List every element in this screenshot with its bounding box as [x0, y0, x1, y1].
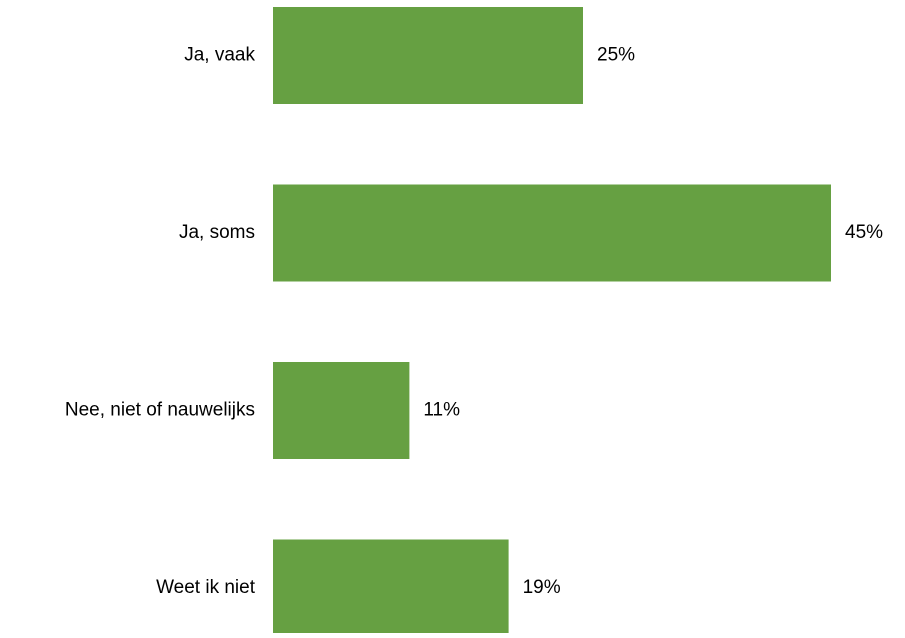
value-label: 19% [523, 577, 561, 598]
bar [273, 7, 583, 104]
bar [273, 362, 410, 459]
bar [273, 539, 509, 637]
value-label: 45% [845, 222, 883, 243]
value-label: 25% [597, 45, 635, 66]
category-label: Nee, niet of nauwelijks [65, 400, 255, 421]
value-label: 11% [423, 400, 460, 421]
category-label: Ja, vaak [184, 45, 255, 66]
category-label: Weet ik niet [156, 577, 256, 598]
bar [273, 184, 831, 282]
category-label: Ja, soms [179, 222, 255, 243]
